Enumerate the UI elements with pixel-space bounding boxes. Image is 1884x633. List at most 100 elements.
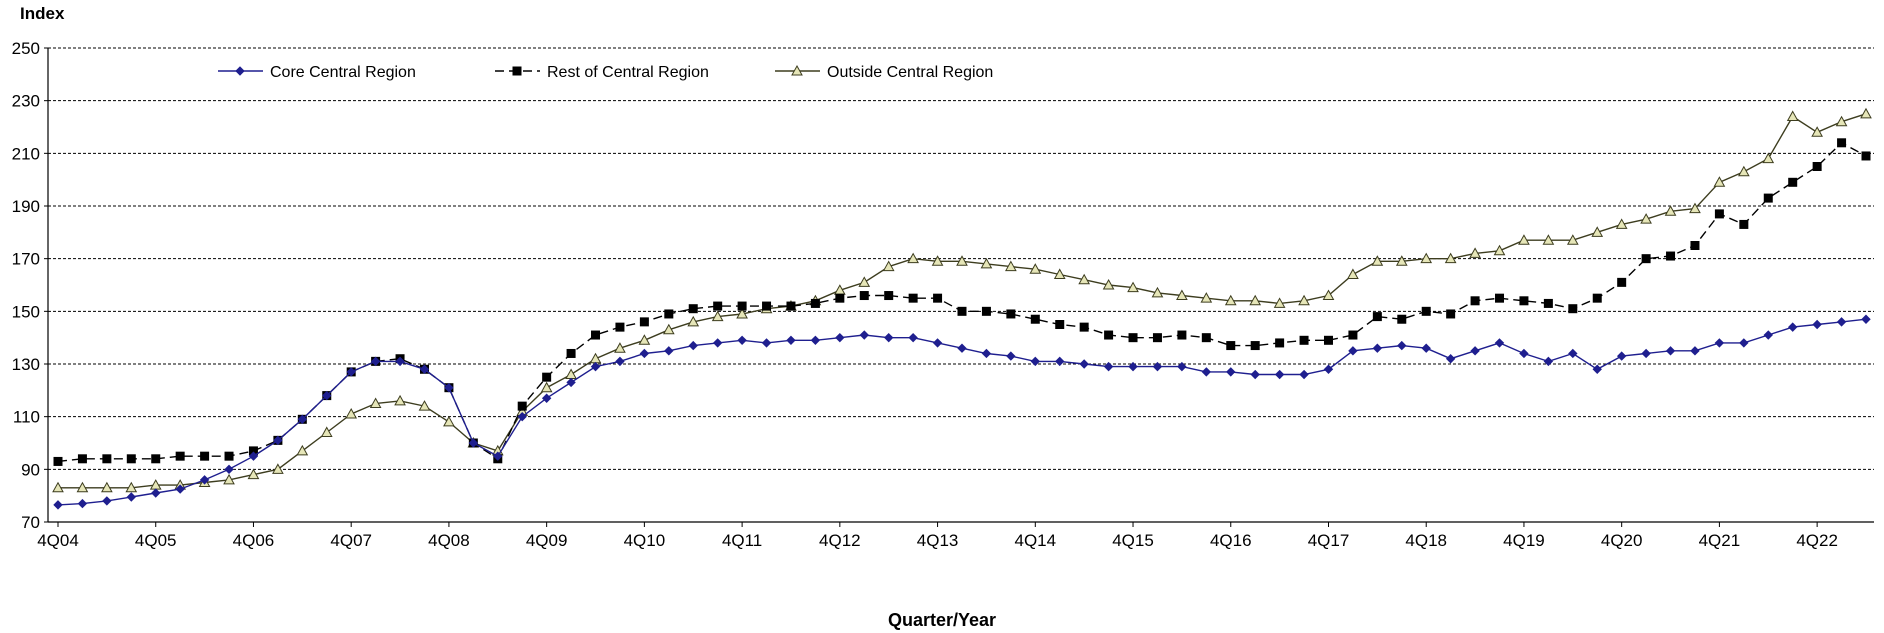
data-point <box>1470 296 1480 306</box>
data-point <box>76 481 89 493</box>
data-point <box>589 352 602 364</box>
data-point <box>419 364 430 374</box>
data-point <box>1055 320 1065 329</box>
data-point <box>1495 293 1505 303</box>
data-point <box>1006 309 1016 319</box>
data-point <box>273 435 283 446</box>
data-point <box>394 394 406 406</box>
data-point <box>468 438 479 448</box>
data-point <box>151 454 161 464</box>
data-point <box>1543 298 1553 308</box>
data-point <box>1176 289 1188 301</box>
data-point <box>345 408 358 419</box>
data-point <box>1518 234 1530 245</box>
data-point <box>1226 367 1236 377</box>
legend-label: Outside Central Region <box>827 64 993 81</box>
data-point <box>1177 361 1187 372</box>
data-point <box>151 488 161 498</box>
y-tick-label: 130 <box>12 355 40 374</box>
data-point <box>1786 110 1799 121</box>
data-point <box>1641 254 1651 264</box>
legend-label: Rest of Central Region <box>547 64 709 81</box>
data-point <box>224 451 234 461</box>
legend-item: Rest of Central Region <box>495 64 709 81</box>
data-point <box>1617 277 1627 287</box>
data-point <box>248 446 258 456</box>
data-point <box>1273 297 1286 308</box>
data-point <box>761 338 772 348</box>
x-tick-label: 4Q17 <box>1308 531 1350 550</box>
data-point <box>1102 278 1115 290</box>
data-point <box>1837 138 1847 148</box>
data-point <box>418 400 431 411</box>
data-point <box>1397 314 1407 324</box>
data-point <box>713 301 723 311</box>
x-tick-label: 4Q15 <box>1112 531 1154 550</box>
data-point <box>1420 252 1433 264</box>
data-point <box>199 475 210 485</box>
data-point <box>102 454 112 464</box>
y-tick-label: 230 <box>12 92 40 111</box>
data-point <box>248 451 259 461</box>
data-point <box>981 348 992 359</box>
data-point <box>810 335 821 346</box>
data-point <box>77 454 87 464</box>
y-tick-label: 250 <box>12 39 40 58</box>
data-point <box>810 298 820 308</box>
data-point <box>1835 115 1848 127</box>
data-point <box>1372 343 1383 353</box>
data-point <box>493 451 503 461</box>
data-point <box>1201 333 1211 343</box>
data-point <box>908 332 918 343</box>
data-point <box>224 464 234 475</box>
data-point <box>1446 309 1456 319</box>
x-tick-label: 4Q16 <box>1210 531 1252 550</box>
data-point <box>1763 193 1773 203</box>
data-point <box>712 338 723 348</box>
data-point <box>662 323 675 335</box>
data-point <box>1323 335 1333 345</box>
data-point <box>981 306 991 316</box>
data-point <box>664 346 674 356</box>
x-tick-label: 4Q21 <box>1699 531 1741 550</box>
data-point <box>1152 361 1163 372</box>
data-point <box>542 372 552 382</box>
data-point <box>1201 367 1212 377</box>
data-point <box>175 451 185 461</box>
data-point <box>1397 340 1407 351</box>
data-point <box>272 463 284 474</box>
data-point <box>1444 252 1457 264</box>
data-point <box>1055 356 1065 367</box>
data-point <box>908 293 918 303</box>
data-point <box>296 444 309 456</box>
data-point <box>762 301 772 311</box>
data-point <box>369 397 382 408</box>
data-point <box>1029 263 1042 274</box>
data-point <box>1128 333 1138 343</box>
x-tick-label: 4Q20 <box>1601 531 1643 550</box>
data-point <box>370 356 381 367</box>
data-point <box>517 401 527 411</box>
data-point <box>1861 151 1871 161</box>
data-point <box>1250 341 1260 351</box>
data-point <box>614 342 626 353</box>
data-point <box>175 484 185 494</box>
data-point <box>786 301 796 311</box>
data-point <box>1249 294 1262 306</box>
data-point <box>590 361 601 372</box>
data-point <box>53 500 63 510</box>
data-point <box>1739 338 1749 348</box>
data-point <box>566 348 576 358</box>
data-point <box>639 317 649 327</box>
data-point <box>1299 335 1309 345</box>
data-point <box>1811 126 1823 137</box>
y-tick-label: 150 <box>12 302 40 321</box>
data-point <box>1250 369 1260 380</box>
data-point <box>102 496 112 506</box>
x-tick-label: 4Q13 <box>917 531 959 550</box>
data-point <box>1763 330 1773 340</box>
data-point <box>859 330 869 340</box>
data-point <box>639 348 650 359</box>
data-point <box>1616 351 1627 361</box>
